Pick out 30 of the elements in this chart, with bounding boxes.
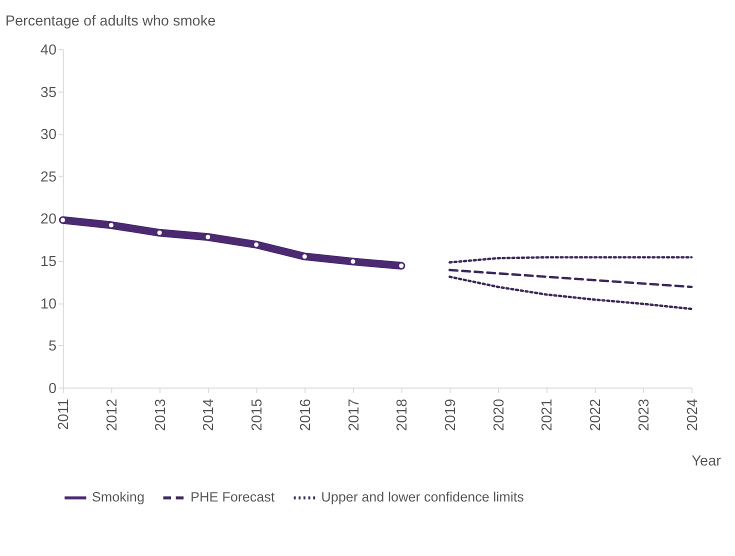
line-series <box>448 276 693 310</box>
x-tick-label: 2023 <box>636 398 652 432</box>
y-tick-label: 10 <box>40 296 57 312</box>
y-axis-title: Percentage of adults who smoke <box>5 13 216 30</box>
x-tick-label: 2014 <box>201 398 218 432</box>
x-tick-label: 2019 <box>443 398 460 432</box>
legend-label: Smoking <box>92 490 144 505</box>
y-tick-label: 20 <box>40 212 57 228</box>
x-tick-label: 2016 <box>298 398 314 432</box>
x-tick-label: 2024 <box>684 398 701 432</box>
x-tick-label: 2020 <box>491 398 508 432</box>
legend-label: PHE Forecast <box>190 490 275 505</box>
y-tick-label: 35 <box>40 84 57 101</box>
x-tick-label: 2013 <box>152 398 169 432</box>
y-tick-label: 25 <box>40 169 57 186</box>
x-tick-label: 2018 <box>394 398 411 432</box>
line-series <box>448 268 693 288</box>
y-tick-label: 15 <box>40 254 57 270</box>
legend-label: Upper and lower confidence limits <box>321 490 524 505</box>
y-tick-label: 5 <box>48 338 57 355</box>
x-axis-title: Year <box>692 453 722 470</box>
x-tick-label: 2021 <box>540 398 556 432</box>
x-tick-label: 2011 <box>56 398 72 430</box>
x-tick-label: 2017 <box>346 398 362 432</box>
x-tick-label: 2015 <box>250 398 266 432</box>
y-tick-label: 30 <box>40 127 57 144</box>
x-tick-label: 2012 <box>104 398 121 432</box>
y-tick-label: 40 <box>40 42 57 58</box>
x-tick-label: 2022 <box>588 398 604 432</box>
y-tick-label: 0 <box>48 380 57 397</box>
